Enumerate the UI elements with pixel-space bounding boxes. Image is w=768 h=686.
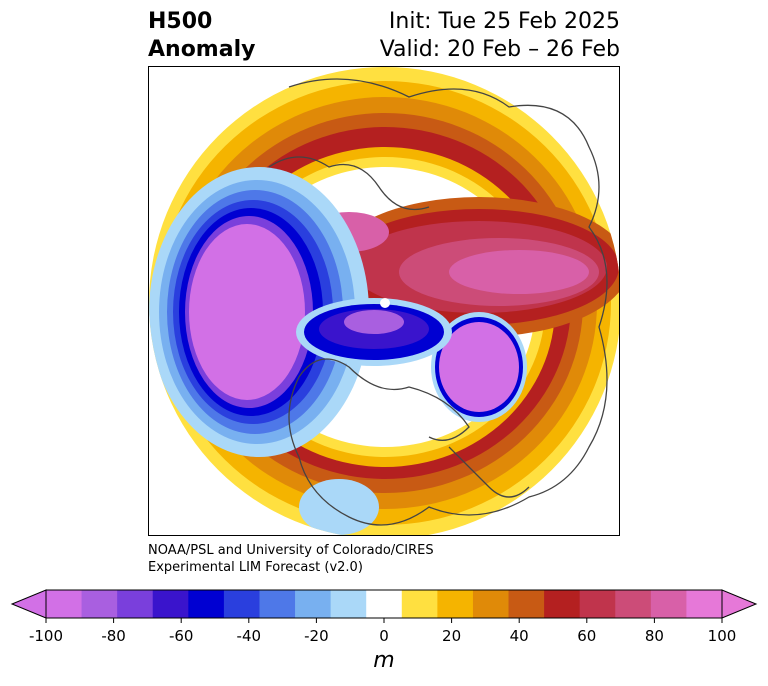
- credit-text: NOAA/PSL and University of Colorado/CIRE…: [148, 542, 434, 576]
- valid-range-label: Valid: 20 Feb – 26 Feb: [379, 37, 620, 62]
- colorbar-swatch: [152, 590, 189, 618]
- colorbar-swatch: [686, 590, 723, 618]
- title-type: Anomaly: [148, 37, 256, 62]
- colorbar-swatch: [330, 590, 367, 618]
- colorbar-tick-label: -20: [304, 627, 329, 645]
- colorbar-unit: m: [373, 648, 395, 673]
- colorbar-swatch: [401, 590, 438, 618]
- polar-anomaly-map: [148, 66, 620, 536]
- colorbar-swatch: [650, 590, 687, 618]
- forecast-dates: Init: Tue 25 Feb 2025 Valid: 20 Feb – 26…: [380, 8, 620, 64]
- colorbar-swatch: [188, 590, 225, 618]
- colorbar: [10, 589, 758, 623]
- colorbar-swatch: [544, 590, 581, 618]
- colorbar-tick-label: 0: [379, 627, 389, 645]
- colorbar-swatch: [472, 590, 510, 618]
- colorbar-tick-label: 80: [644, 627, 664, 645]
- map-title: H500 Anomaly: [148, 8, 255, 64]
- colorbar-swatch: [223, 590, 260, 618]
- title-variable: H500: [148, 9, 213, 34]
- colorbar-tick-label: -100: [28, 627, 64, 645]
- colorbar-tick-label: 100: [707, 627, 737, 645]
- map-svg: [149, 67, 619, 535]
- colorbar-swatch: [508, 590, 545, 618]
- colorbar-swatch: [295, 590, 332, 618]
- credit-line-2: Experimental LIM Forecast (v2.0): [148, 560, 363, 575]
- colorbar-tick-label: 40: [509, 627, 529, 645]
- colorbar-extend-high: [721, 589, 758, 619]
- pole-marker: [380, 298, 390, 308]
- colorbar-tick-label: 60: [577, 627, 597, 645]
- coastlines: [268, 78, 608, 526]
- colorbar-swatch: [259, 590, 296, 618]
- colorbar-tick-label: -60: [168, 627, 194, 645]
- colorbar-tick-label: -80: [101, 627, 126, 645]
- credit-line-1: NOAA/PSL and University of Colorado/CIRE…: [148, 543, 434, 558]
- colorbar-tick-label: -40: [236, 627, 262, 645]
- colorbar-ticks: -100 -80 -60 -40 -20 0 20 40 60 80 100: [0, 627, 768, 649]
- anomaly-field: [149, 67, 619, 535]
- colorbar-extend-low: [10, 589, 47, 619]
- colorbar-tick-label: 20: [442, 627, 462, 645]
- colorbar-swatch: [615, 590, 652, 618]
- colorbar-swatch: [437, 590, 474, 618]
- colorbar-swatch: [366, 590, 403, 618]
- init-date-label: Init: Tue 25 Feb 2025: [388, 9, 620, 34]
- colorbar-swatch: [81, 590, 118, 618]
- colorbar-swatch: [579, 590, 616, 618]
- colorbar-swatch: [117, 590, 154, 618]
- colorbar-swatch: [46, 590, 83, 618]
